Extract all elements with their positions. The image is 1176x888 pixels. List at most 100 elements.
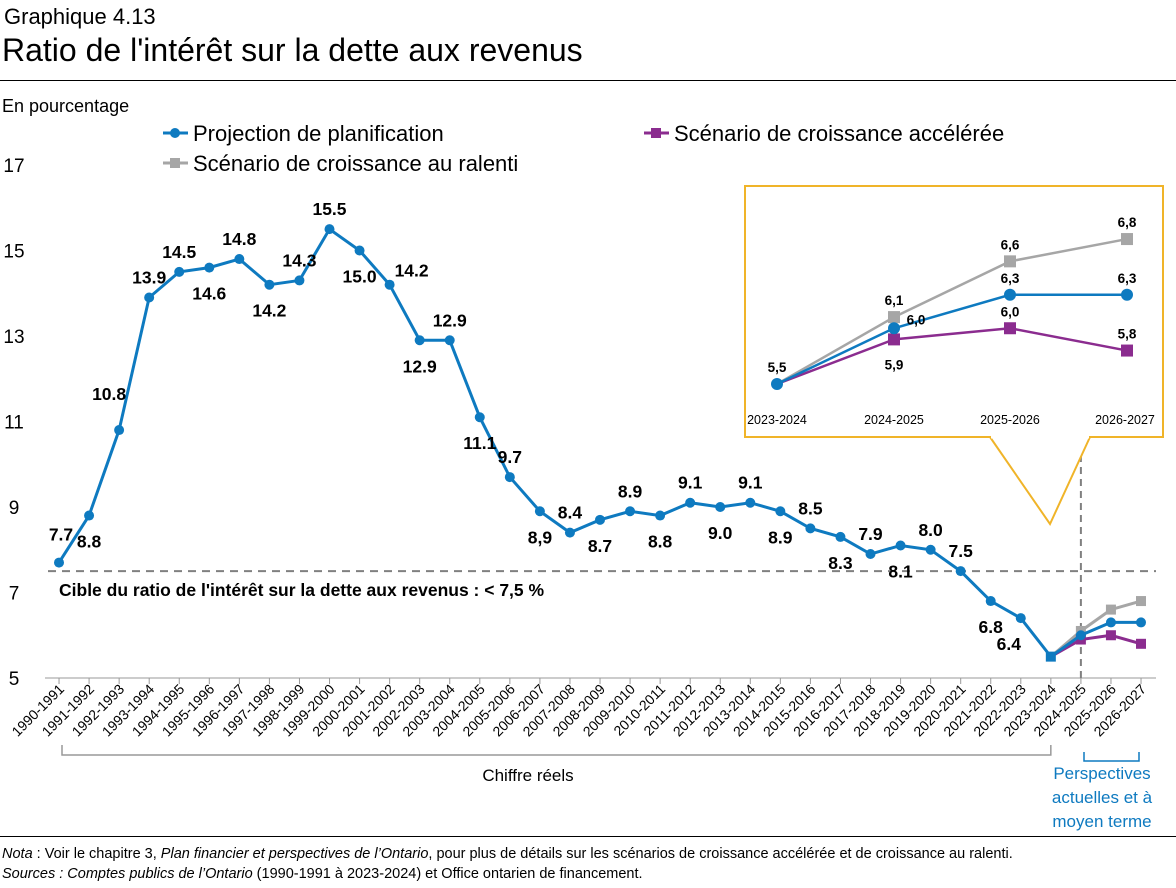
data-point bbox=[54, 557, 64, 568]
y-tick-label: 7 bbox=[9, 584, 20, 605]
data-label: 7.9 bbox=[858, 524, 883, 544]
data-point bbox=[204, 262, 215, 273]
data-label: 8,9 bbox=[528, 527, 553, 547]
data-label: 14.2 bbox=[252, 301, 286, 321]
data-label: 7.5 bbox=[949, 541, 974, 561]
sources-label: Sources : Comptes publics de l’Ontario bbox=[2, 866, 253, 882]
data-point bbox=[835, 531, 846, 542]
data-label: 8.3 bbox=[828, 553, 853, 573]
inset-x-label: 2025-2026 bbox=[980, 413, 1040, 427]
legend-square-icon bbox=[651, 128, 661, 138]
data-label: 8.4 bbox=[558, 503, 583, 523]
legend-label: Projection de planification bbox=[193, 121, 444, 146]
data-label: 9.1 bbox=[678, 473, 703, 493]
data-point bbox=[264, 279, 275, 290]
data-point bbox=[1105, 630, 1116, 641]
data-point bbox=[234, 254, 245, 265]
inset-data-label: 6,8 bbox=[1118, 215, 1137, 230]
y-axis-unit: En pourcentage bbox=[2, 96, 130, 116]
inset-point bbox=[1121, 233, 1133, 246]
inset-x-label: 2024-2025 bbox=[864, 413, 924, 427]
data-label: 9.0 bbox=[708, 523, 733, 543]
data-label: 12.9 bbox=[433, 310, 467, 330]
y-tick-label: 17 bbox=[3, 156, 24, 177]
inset-data-label: 6,6 bbox=[1001, 237, 1020, 252]
data-label: 8.7 bbox=[588, 536, 612, 556]
footer-divider bbox=[0, 836, 1176, 837]
data-point bbox=[114, 425, 125, 436]
data-label: 8.9 bbox=[618, 481, 643, 501]
legend-square-icon bbox=[170, 158, 180, 168]
inset-point bbox=[1004, 322, 1016, 335]
data-point bbox=[655, 510, 666, 521]
inset-line-planification bbox=[776, 293, 1127, 386]
data-label: 14.6 bbox=[192, 284, 226, 304]
data-label: 15.0 bbox=[343, 267, 377, 287]
data-point bbox=[625, 506, 636, 517]
data-point bbox=[1136, 617, 1146, 628]
inset-callout bbox=[989, 436, 1091, 527]
group-label-projection: actuelles et à bbox=[1052, 788, 1153, 807]
inset-point bbox=[1004, 255, 1016, 268]
inset-point bbox=[1004, 288, 1016, 301]
inset-data-label: 5,9 bbox=[885, 357, 904, 372]
y-tick-label: 13 bbox=[3, 327, 24, 348]
nota-title: Plan financier et perspectives de l’Onta… bbox=[160, 846, 429, 862]
data-point bbox=[925, 544, 936, 555]
title-divider bbox=[0, 80, 1176, 81]
y-tick-label: 9 bbox=[9, 498, 20, 519]
legend-circle-icon bbox=[170, 128, 180, 138]
data-point bbox=[745, 497, 756, 508]
inset-data-label: 6,3 bbox=[1118, 271, 1137, 286]
inset-data-label: 5,5 bbox=[768, 360, 787, 375]
data-point bbox=[324, 224, 335, 235]
sources-text: (1990-1991 à 2023-2024) et Office ontari… bbox=[252, 866, 643, 882]
data-label: 8.1 bbox=[888, 561, 913, 581]
inset-line-ralenti bbox=[776, 237, 1128, 386]
data-label: 9.1 bbox=[738, 473, 763, 493]
inset-point bbox=[1121, 288, 1133, 301]
data-point bbox=[564, 527, 575, 538]
inset-point bbox=[771, 378, 783, 390]
data-label: 8.5 bbox=[798, 498, 823, 518]
nota-text-end: , pour plus de détails sur les scénarios… bbox=[428, 846, 1013, 862]
data-point bbox=[414, 335, 425, 346]
data-point bbox=[955, 566, 966, 577]
data-label: 14.8 bbox=[222, 229, 256, 249]
inset-data-label: 6,0 bbox=[907, 312, 926, 327]
data-point bbox=[294, 275, 305, 286]
data-point bbox=[775, 506, 786, 517]
data-point bbox=[1075, 630, 1086, 641]
group-label-actuals: Chiffre réels bbox=[482, 766, 573, 785]
data-label: 14.2 bbox=[395, 261, 429, 281]
inset-data-label: 6,1 bbox=[885, 293, 904, 308]
data-point bbox=[474, 412, 485, 423]
data-label: 9.7 bbox=[498, 447, 522, 467]
y-tick-label: 5 bbox=[9, 669, 20, 690]
footnote-sources: Sources : Comptes publics de l’Ontario (… bbox=[2, 866, 643, 882]
chart-kicker: Graphique 4.13 bbox=[4, 4, 156, 29]
data-point bbox=[174, 266, 185, 277]
inset-x-label: 2023-2024 bbox=[747, 413, 807, 427]
data-label: 11.1 bbox=[463, 433, 496, 453]
data-point bbox=[985, 596, 996, 607]
data-point bbox=[504, 472, 515, 483]
data-label: 8.9 bbox=[768, 527, 793, 547]
y-tick-label: 11 bbox=[4, 413, 24, 434]
footnote-nota: Nota : Voir le chapitre 3, Plan financie… bbox=[2, 846, 1013, 862]
data-label: 8.0 bbox=[918, 520, 943, 540]
data-point bbox=[1136, 596, 1146, 607]
inset-point bbox=[888, 311, 900, 324]
data-point bbox=[865, 549, 876, 560]
data-point bbox=[444, 335, 455, 346]
data-label: 6.8 bbox=[979, 617, 1004, 637]
data-point bbox=[1136, 638, 1146, 649]
inset-point bbox=[888, 333, 900, 346]
data-point bbox=[84, 510, 95, 521]
data-label: 7.7 bbox=[49, 525, 73, 545]
data-point bbox=[1015, 613, 1026, 624]
data-label: 15.5 bbox=[312, 199, 346, 219]
chart-title: Ratio de l'intérêt sur la dette aux reve… bbox=[2, 32, 583, 68]
